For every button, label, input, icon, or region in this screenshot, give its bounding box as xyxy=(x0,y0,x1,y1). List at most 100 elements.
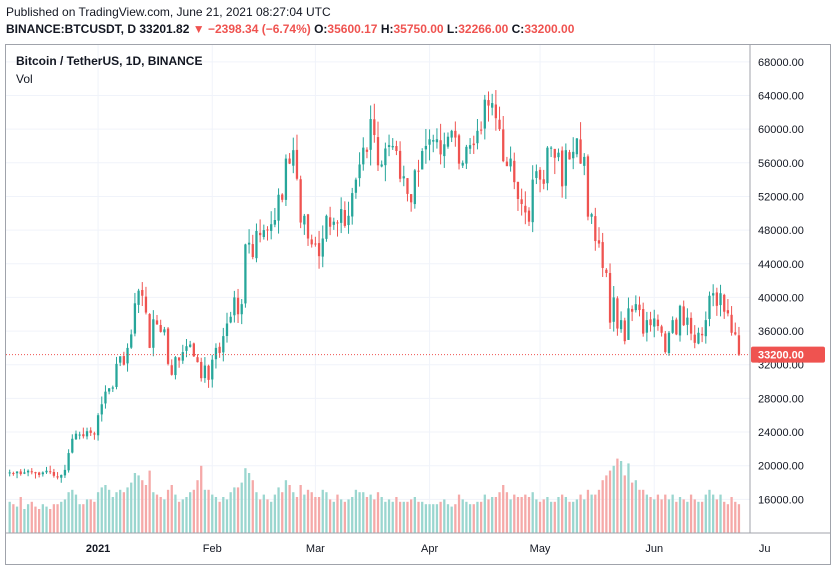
candle-body xyxy=(277,194,280,221)
candle-body xyxy=(141,290,144,296)
candle-body xyxy=(553,148,556,158)
candle-body xyxy=(225,323,229,336)
volume-bar xyxy=(413,497,416,533)
open-value: 35600.17 xyxy=(327,22,378,36)
volume-bar xyxy=(432,504,435,533)
price-tick-label: 48000.00 xyxy=(758,225,804,237)
candle-body xyxy=(12,473,15,475)
volume-bar xyxy=(737,504,741,533)
volume-bar xyxy=(509,499,512,533)
volume-bar xyxy=(608,470,612,533)
price-tick-label: 32000.00 xyxy=(758,360,804,372)
volume-bar xyxy=(93,501,96,533)
candle-body xyxy=(627,308,630,340)
volume-bar xyxy=(100,487,103,533)
price-tick-label: 40000.00 xyxy=(758,292,804,304)
candle-body xyxy=(730,314,733,333)
volume-bar xyxy=(678,497,682,533)
volume-bar xyxy=(454,504,457,533)
volume-bar xyxy=(174,494,177,533)
candle-body xyxy=(546,147,549,184)
candle-body xyxy=(74,433,78,440)
candle-body xyxy=(465,146,468,164)
candlestick-chart[interactable]: 16000.00 20000.00 24000.00 28000.00 32000.00… xyxy=(6,45,830,564)
volume-bar xyxy=(439,501,442,533)
candle-body xyxy=(144,296,148,313)
volume-bar xyxy=(306,489,310,533)
volume-bar xyxy=(163,499,166,533)
volume-bar xyxy=(476,501,479,533)
volume-bar xyxy=(417,501,420,533)
volume-bar xyxy=(52,504,56,533)
volume-bar xyxy=(491,497,494,533)
price-axis[interactable]: 16000.00 20000.00 24000.00 28000.00 32000.00… xyxy=(758,57,804,507)
volume-bar xyxy=(479,501,483,533)
candle-body xyxy=(119,356,122,363)
volume-bar xyxy=(546,497,549,533)
volume-bar xyxy=(730,497,733,533)
volume-bar xyxy=(645,494,649,533)
candle-body xyxy=(479,129,483,131)
candle-body xyxy=(561,150,564,187)
candle-body xyxy=(56,476,59,478)
volume-bar xyxy=(579,494,582,533)
volume-bar xyxy=(144,485,148,533)
volume-bar xyxy=(450,506,453,533)
candle-body xyxy=(468,145,472,149)
candle-body xyxy=(505,161,509,167)
price-tick-label: 36000.00 xyxy=(758,326,804,338)
price-tick-label: 56000.00 xyxy=(758,158,804,170)
candle-body xyxy=(723,294,726,312)
candle-body xyxy=(638,304,641,311)
time-axis[interactable]: 2021 Feb Mar Apr May Jun Ju xyxy=(86,543,771,555)
candle-body xyxy=(174,357,177,376)
volume-bar xyxy=(122,492,126,533)
candle-body xyxy=(524,205,527,213)
candle-body xyxy=(664,333,667,353)
volume-bar xyxy=(74,494,78,533)
candle-body xyxy=(207,365,210,380)
candle-body xyxy=(93,433,96,435)
candle-body xyxy=(240,304,243,315)
volume-bar xyxy=(266,499,269,533)
candle-body xyxy=(446,136,450,147)
volume-bar xyxy=(38,509,41,533)
candle-body xyxy=(487,100,490,106)
candle-body xyxy=(715,292,718,306)
volume-bar xyxy=(321,489,324,533)
candle-body xyxy=(682,306,685,326)
volume-bar xyxy=(19,497,22,533)
candle-body xyxy=(78,434,81,436)
candle-body xyxy=(166,328,170,364)
candle-body xyxy=(410,194,413,203)
price-tick-label: 60000.00 xyxy=(758,124,804,136)
candle-body xyxy=(619,320,623,330)
volume-bar xyxy=(594,494,597,533)
candle-body xyxy=(52,472,56,476)
volume-bar xyxy=(634,480,637,533)
candle-body xyxy=(428,139,431,145)
symbol-label[interactable]: BINANCE:BTCUSDT, D xyxy=(6,22,136,36)
chart-frame[interactable]: 16000.00 20000.00 24000.00 28000.00 32000.00… xyxy=(5,44,831,565)
volume-bar xyxy=(664,494,667,533)
volume-bar xyxy=(398,501,402,533)
volume-bar xyxy=(12,504,15,533)
candle-body xyxy=(288,158,291,164)
candle-body xyxy=(336,222,339,224)
candle-body xyxy=(115,363,118,387)
candle-body xyxy=(608,272,612,323)
candle-body xyxy=(273,220,277,225)
candle-body xyxy=(233,297,236,316)
volume-bar xyxy=(299,485,302,533)
volume-bar xyxy=(649,497,652,533)
volume-bar xyxy=(516,497,520,533)
volume-bar xyxy=(34,506,37,533)
volume-bar xyxy=(435,504,439,533)
published-line: Published on TradingView.com, June 21, 2… xyxy=(6,5,331,19)
volume-bar xyxy=(67,492,70,533)
candle-body xyxy=(542,179,545,184)
candle-body xyxy=(211,359,214,380)
volume-bar xyxy=(292,492,295,533)
time-tick-label: Apr xyxy=(421,543,438,555)
candle-body xyxy=(332,221,335,225)
